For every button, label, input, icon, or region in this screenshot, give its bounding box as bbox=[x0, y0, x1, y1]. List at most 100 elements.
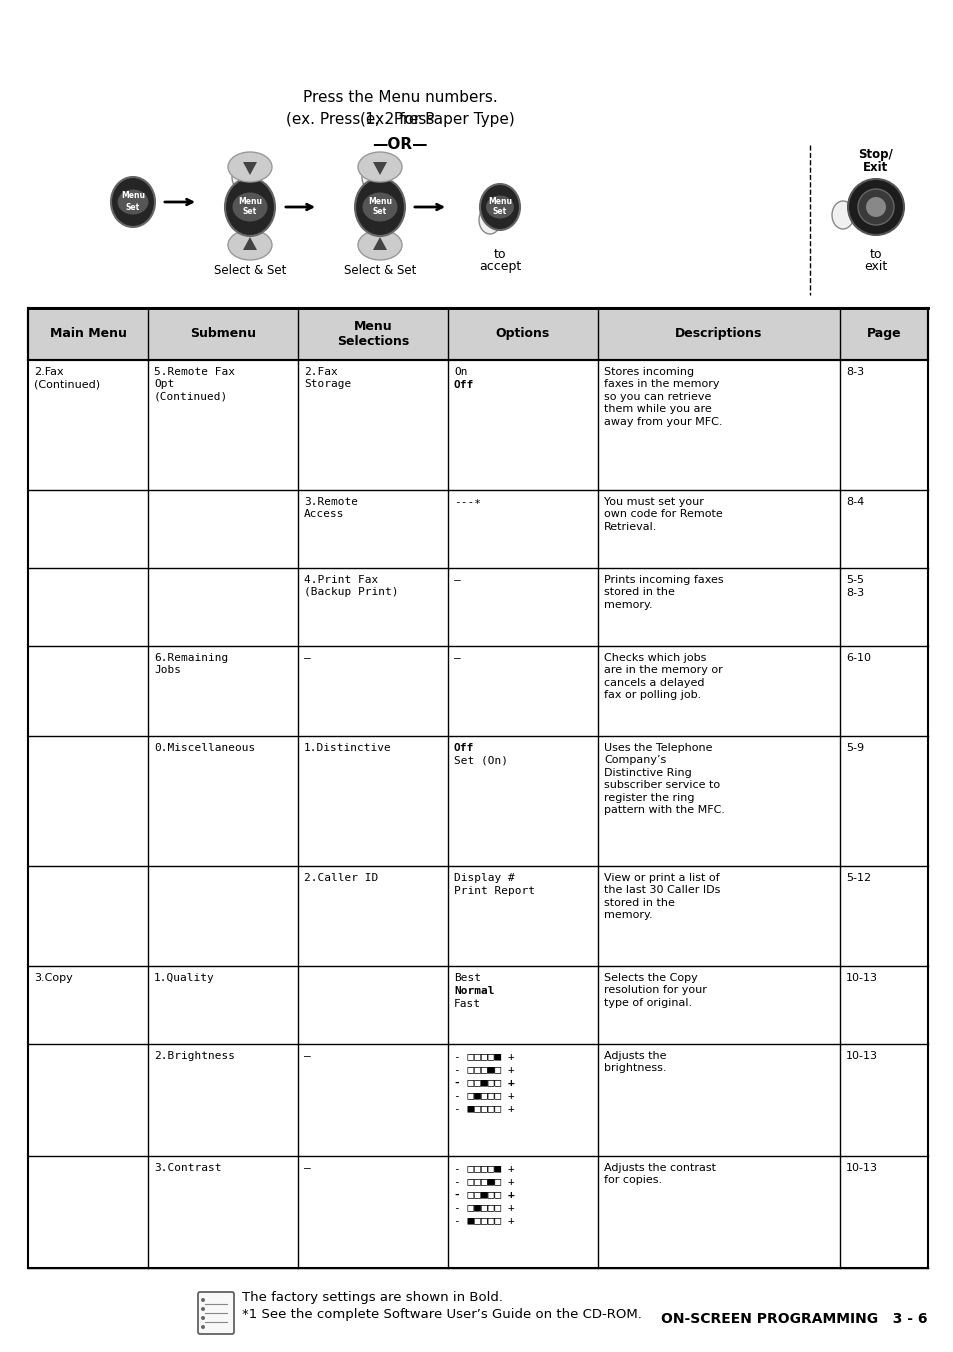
Text: Press the Menu numbers.: Press the Menu numbers. bbox=[302, 91, 497, 105]
Text: ---∗: ---∗ bbox=[454, 498, 480, 507]
Text: The factory settings are shown in Bold.: The factory settings are shown in Bold. bbox=[242, 1291, 502, 1303]
Text: Main Menu: Main Menu bbox=[50, 327, 127, 341]
Text: You must set your
own code for Remote
Retrieval.: You must set your own code for Remote Re… bbox=[603, 498, 722, 531]
Ellipse shape bbox=[225, 178, 274, 237]
Bar bbox=[28, 568, 927, 646]
Text: 0.Miscellaneous: 0.Miscellaneous bbox=[153, 744, 255, 753]
Text: —OR—: —OR— bbox=[372, 137, 427, 151]
Text: 6-10: 6-10 bbox=[845, 653, 870, 662]
Text: Fast: Fast bbox=[454, 999, 480, 1009]
Ellipse shape bbox=[111, 177, 154, 227]
Text: —: — bbox=[304, 1051, 311, 1061]
Text: —: — bbox=[304, 1163, 311, 1174]
Text: Best: Best bbox=[454, 973, 480, 983]
Text: - □□■□□ +: - □□■□□ + bbox=[454, 1188, 515, 1199]
Polygon shape bbox=[243, 237, 256, 250]
Text: 5-12: 5-12 bbox=[845, 873, 870, 883]
Text: Set (On): Set (On) bbox=[454, 756, 507, 767]
Ellipse shape bbox=[228, 230, 272, 260]
Text: 3.Copy: 3.Copy bbox=[34, 973, 72, 983]
Ellipse shape bbox=[357, 151, 401, 183]
Text: 2.Brightness: 2.Brightness bbox=[153, 1051, 234, 1061]
Text: Stores incoming
faxes in the memory
so you can retrieve
them while you are
away : Stores incoming faxes in the memory so y… bbox=[603, 366, 721, 427]
Text: 4.Print Fax
(Backup Print): 4.Print Fax (Backup Print) bbox=[304, 575, 398, 598]
Text: 1.Distinctive: 1.Distinctive bbox=[304, 744, 392, 753]
Text: On: On bbox=[454, 366, 467, 377]
Text: Menu: Menu bbox=[488, 196, 512, 206]
Text: Stop/: Stop/ bbox=[858, 147, 892, 161]
FancyBboxPatch shape bbox=[198, 1293, 233, 1334]
Text: - □□■□□ +: - □□■□□ + bbox=[454, 1078, 515, 1087]
Text: Normal: Normal bbox=[454, 986, 494, 996]
Text: to: to bbox=[494, 247, 506, 261]
Text: 2.Caller ID: 2.Caller ID bbox=[304, 873, 377, 883]
Circle shape bbox=[865, 197, 885, 218]
Text: View or print a list of
the last 30 Caller IDs
stored in the
memory.: View or print a list of the last 30 Call… bbox=[603, 873, 720, 921]
Polygon shape bbox=[373, 237, 387, 250]
Circle shape bbox=[201, 1298, 205, 1302]
Text: Set: Set bbox=[373, 207, 387, 216]
Bar bbox=[28, 965, 927, 1044]
Ellipse shape bbox=[233, 192, 267, 222]
Text: —: — bbox=[454, 653, 460, 662]
Text: ON-SCREEN PROGRAMMING   3 - 6: ON-SCREEN PROGRAMMING 3 - 6 bbox=[660, 1311, 927, 1326]
Ellipse shape bbox=[831, 201, 853, 228]
Polygon shape bbox=[373, 162, 387, 174]
Text: 3.Remote
Access: 3.Remote Access bbox=[304, 498, 357, 519]
Text: - ■□□□□ +: - ■□□□□ + bbox=[454, 1103, 515, 1113]
Text: to: to bbox=[869, 247, 882, 261]
Ellipse shape bbox=[362, 192, 397, 222]
Circle shape bbox=[847, 178, 903, 235]
Text: (ex. Press 1, 2 for Paper Type): (ex. Press 1, 2 for Paper Type) bbox=[285, 112, 514, 127]
Circle shape bbox=[201, 1325, 205, 1329]
Text: 8-3: 8-3 bbox=[845, 366, 863, 377]
Ellipse shape bbox=[228, 151, 272, 183]
Ellipse shape bbox=[357, 230, 401, 260]
Text: Set: Set bbox=[126, 203, 140, 211]
Text: 5.Remote Fax
Opt
(Continued): 5.Remote Fax Opt (Continued) bbox=[153, 366, 234, 402]
Text: - ■□□□□ +: - ■□□□□ + bbox=[454, 1215, 515, 1225]
Text: Off: Off bbox=[454, 744, 474, 753]
Text: Select & Set: Select & Set bbox=[343, 264, 416, 277]
Text: Descriptions: Descriptions bbox=[675, 327, 761, 341]
Bar bbox=[28, 1156, 927, 1268]
Text: 10-13: 10-13 bbox=[845, 973, 877, 983]
Text: (ex. Press: (ex. Press bbox=[360, 112, 439, 127]
Text: Exit: Exit bbox=[862, 161, 887, 174]
Text: - □□□□■ +: - □□□□■ + bbox=[454, 1051, 515, 1061]
Text: Page: Page bbox=[865, 327, 901, 341]
Bar bbox=[28, 489, 927, 568]
Text: - □■□□□ +: - □■□□□ + bbox=[454, 1090, 515, 1101]
Ellipse shape bbox=[478, 206, 500, 234]
Bar bbox=[28, 308, 927, 360]
Bar bbox=[28, 1044, 927, 1156]
Text: Checks which jobs
are in the memory or
cancels a delayed
fax or polling job.: Checks which jobs are in the memory or c… bbox=[603, 653, 722, 700]
Circle shape bbox=[201, 1315, 205, 1320]
Ellipse shape bbox=[485, 196, 514, 219]
Text: Print Report: Print Report bbox=[454, 886, 535, 896]
Ellipse shape bbox=[232, 164, 253, 191]
Text: Set: Set bbox=[493, 207, 507, 216]
Text: Options: Options bbox=[496, 327, 550, 341]
Text: Selects the Copy
resolution for your
type of original.: Selects the Copy resolution for your typ… bbox=[603, 973, 706, 1007]
Text: Uses the Telephone
Company’s
Distinctive Ring
subscriber service to
register the: Uses the Telephone Company’s Distinctive… bbox=[603, 744, 724, 815]
Text: 2.Fax
(Continued): 2.Fax (Continued) bbox=[34, 366, 100, 389]
Text: 1.Quality: 1.Quality bbox=[153, 973, 214, 983]
Bar bbox=[28, 735, 927, 867]
Text: Menu: Menu bbox=[121, 192, 145, 200]
Text: - □□□□■ +: - □□□□■ + bbox=[454, 1163, 515, 1174]
Bar bbox=[28, 646, 927, 735]
Text: *1 See the complete Software User’s Guide on the CD-ROM.: *1 See the complete Software User’s Guid… bbox=[242, 1307, 641, 1321]
Text: Off: Off bbox=[454, 380, 474, 389]
Text: Adjusts the contrast
for copies.: Adjusts the contrast for copies. bbox=[603, 1163, 716, 1186]
Text: 2.Fax
Storage: 2.Fax Storage bbox=[304, 366, 351, 389]
Text: 5-9: 5-9 bbox=[845, 744, 863, 753]
Text: Submenu: Submenu bbox=[190, 327, 255, 341]
Text: 6.Remaining
Jobs: 6.Remaining Jobs bbox=[153, 653, 228, 676]
Bar bbox=[28, 867, 927, 965]
Text: Display #: Display # bbox=[454, 873, 515, 883]
Text: Set: Set bbox=[243, 207, 257, 216]
Text: Menu
Selections: Menu Selections bbox=[336, 320, 409, 347]
Text: Prints incoming faxes
stored in the
memory.: Prints incoming faxes stored in the memo… bbox=[603, 575, 723, 610]
Text: - □□□■□ +: - □□□■□ + bbox=[454, 1176, 515, 1186]
